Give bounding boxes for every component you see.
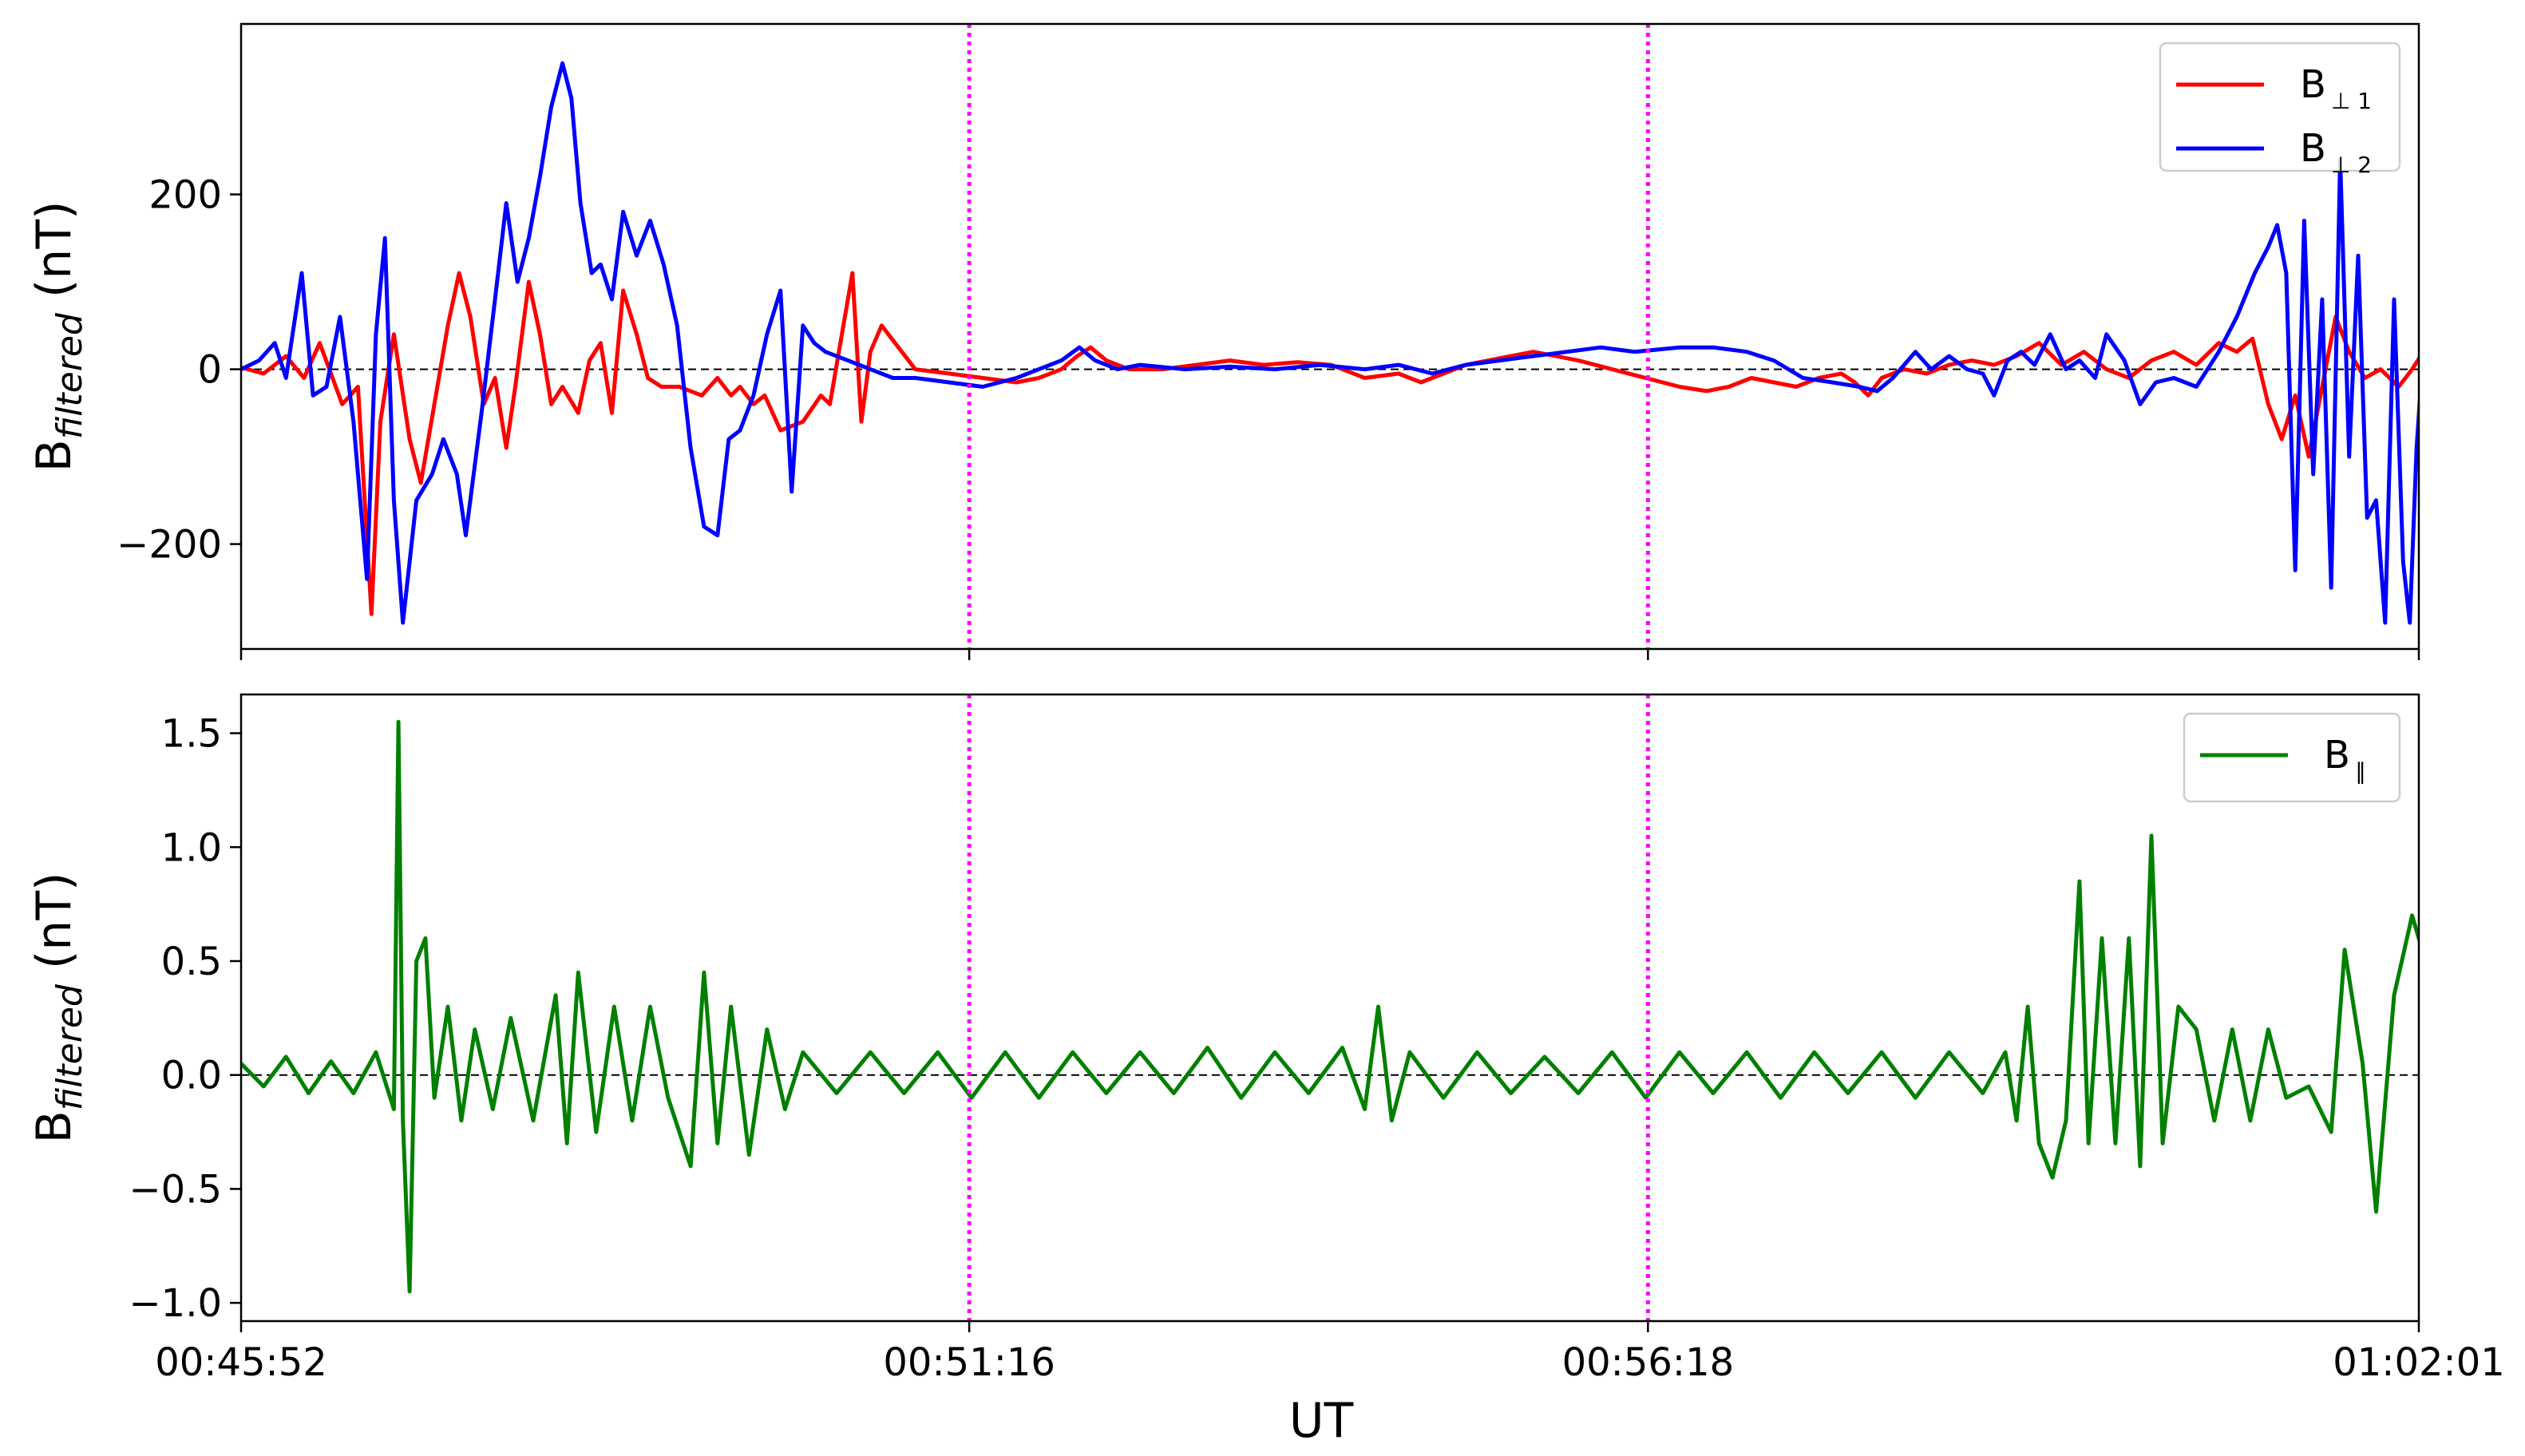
bottom-y-tick-label-1: 1.5	[161, 712, 222, 757]
x-axis-label: UT	[1289, 1393, 1354, 1449]
top-series-line-2	[241, 61, 2419, 625]
top-panel: 200 0 −200 Bfiltered (nT) B ⊥ 1 B ⊥ 2	[26, 22, 2420, 660]
top-legend-label-1: B ⊥ 1	[2300, 62, 2372, 114]
bottom-plot-area: 1.5 1.0 0.5 0.0 −0.5 −1.0 00:45:52 00:51:16 00:5…	[129, 693, 2505, 1385]
top-axes-frame	[239, 22, 2420, 651]
bottom-y-axis-label-text: Bfiltered (nT)	[26, 872, 90, 1144]
bottom-axes-frame	[239, 693, 2420, 1323]
bottom-y-tick-label-6: −1.0	[129, 1281, 222, 1326]
top-plot-area: 200 0 −200	[117, 22, 2420, 660]
bottom-x-tick-label-1: 00:45:52	[155, 1340, 327, 1385]
bottom-legend: B ∥	[2183, 712, 2401, 803]
top-legend: B ⊥ 1 B ⊥ 2	[2159, 42, 2401, 178]
top-legend-label-2: B ⊥ 2	[2300, 126, 2372, 178]
bottom-y-tick-label-3: 0.5	[161, 940, 222, 984]
bottom-x-tick-label-2: 00:51:16	[883, 1340, 1055, 1385]
bottom-series-line-1	[241, 719, 2419, 1294]
top-legend-box	[2159, 42, 2401, 172]
bottom-x-tick-label-3: 00:56:18	[1562, 1340, 1735, 1385]
bottom-y-tick-label-5: −0.5	[129, 1167, 222, 1212]
top-series-line-1	[241, 271, 2419, 616]
bottom-y-tick-label-4: 0.0	[161, 1054, 222, 1098]
bottom-panel: 1.5 1.0 0.5 0.0 −0.5 −1.0 00:45:52 00:51:16 00:5…	[26, 693, 2505, 1385]
top-y-axis-label-text: Bfiltered (nT)	[26, 201, 90, 473]
top-y-axis-label: Bfiltered (nT)	[26, 201, 90, 473]
bottom-y-tick-label-2: 1.0	[161, 825, 222, 870]
top-y-tick-label-3: −200	[117, 523, 222, 568]
top-y-tick-label-1: 200	[148, 173, 222, 218]
bottom-legend-label-1: B ∥	[2324, 733, 2366, 785]
bottom-y-axis-label: Bfiltered (nT)	[26, 872, 90, 1144]
bottom-legend-box	[2183, 712, 2401, 803]
bottom-x-tick-label-4: 01:02:01	[2333, 1340, 2505, 1385]
top-y-tick-label-2: 0	[197, 348, 222, 393]
